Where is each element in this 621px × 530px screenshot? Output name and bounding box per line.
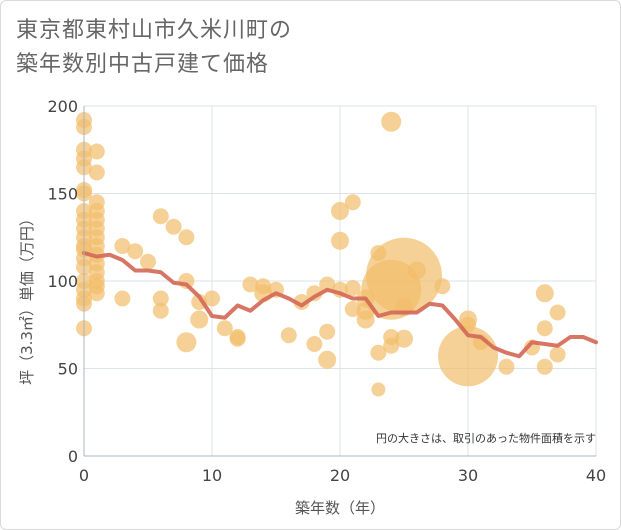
bubble-point <box>434 278 451 295</box>
bubble-point <box>331 231 349 250</box>
x-tick-label: 0 <box>79 466 89 485</box>
bubble-point <box>318 350 337 369</box>
bubble-point <box>114 290 131 307</box>
y-tick-label: 200 <box>47 97 78 116</box>
bubble-point <box>535 284 554 303</box>
x-axis-label: 築年数（年） <box>295 499 385 517</box>
x-tick-label: 40 <box>586 466 606 485</box>
bubble-point <box>407 261 426 280</box>
y-axis-label: 坪（3.3㎡）単価（万円） <box>18 211 36 385</box>
bubble-point <box>88 164 105 181</box>
grid <box>84 105 597 456</box>
bubble-point <box>114 238 131 254</box>
bubble-point <box>216 320 233 337</box>
bubble-point <box>331 202 349 220</box>
bubble-point <box>127 243 144 260</box>
trend-series <box>82 251 598 359</box>
bubble-point <box>498 358 515 375</box>
bubble-point <box>370 245 387 261</box>
bubble-point <box>344 301 361 317</box>
bubble-point <box>536 358 553 375</box>
bubble-point <box>178 229 195 246</box>
bubble-point <box>152 302 169 319</box>
chart-title: 東京都東村山市久米川町の 築年数別中古戸建て価格 <box>16 14 292 82</box>
bubble-point <box>88 285 105 302</box>
bubble-point <box>371 382 386 397</box>
bubble-point <box>280 327 297 344</box>
bubble-point <box>356 310 375 329</box>
y-tick-label: 0 <box>68 447 78 466</box>
y-tick-label: 150 <box>47 185 78 204</box>
bubble-point <box>204 290 220 307</box>
bubble-point <box>229 330 246 347</box>
chart-title-line2: 築年数別中古戸建て価格 <box>16 52 270 77</box>
bubble-point <box>370 344 387 361</box>
y-tick-label: 100 <box>47 272 78 291</box>
x-tick-label: 20 <box>330 466 350 485</box>
bubble-point <box>395 329 413 348</box>
y-tick-label: 50 <box>58 360 78 379</box>
bubble-point <box>319 276 336 293</box>
bubble-point <box>344 194 361 211</box>
bubble-point <box>381 111 402 132</box>
bubble-point <box>176 332 197 353</box>
bubble-point <box>344 280 361 296</box>
bubble-point <box>293 294 310 310</box>
bubble-point <box>255 278 272 295</box>
bubble-point <box>152 208 169 225</box>
bubble-series <box>76 111 566 397</box>
bubble-point <box>383 337 400 354</box>
x-tick-label: 30 <box>458 466 478 485</box>
bubble-point <box>549 304 566 321</box>
bubble-point <box>242 276 259 293</box>
chart-title-line1: 東京都東村山市久米川町の <box>16 18 293 43</box>
x-tick-label: 10 <box>202 466 222 485</box>
bubble-point <box>319 323 336 340</box>
size-note: 円の大きさは、取引のあった物件面積を示す <box>376 431 596 445</box>
bubble-point <box>549 346 566 363</box>
bubble-point <box>190 310 209 329</box>
bubble-point <box>152 290 169 307</box>
bubble-point <box>306 336 323 352</box>
trend-line <box>82 251 598 359</box>
bubble-point <box>140 253 156 270</box>
bubble-point <box>88 143 105 160</box>
bubble-point <box>165 218 182 235</box>
bubble-point <box>536 320 553 337</box>
axes: 0 50 100 150 200 0 10 20 30 40 <box>47 97 606 485</box>
